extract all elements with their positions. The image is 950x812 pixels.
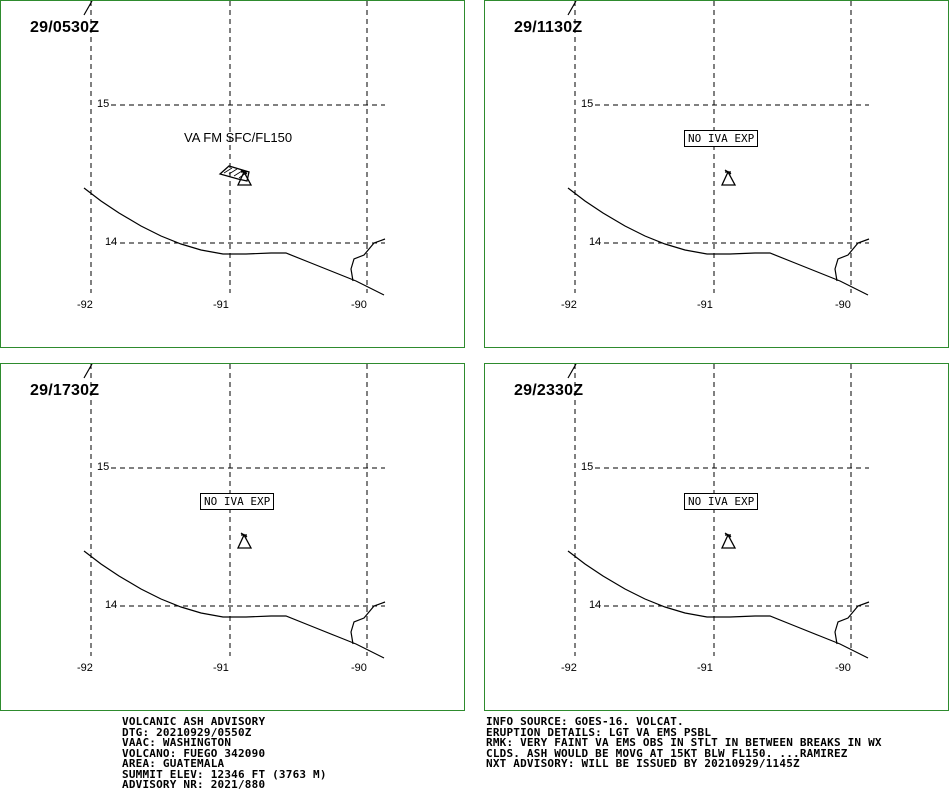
border-line <box>834 601 870 645</box>
panel-time-title: 29/0530Z <box>30 19 100 36</box>
latitude-label: 15 <box>581 98 594 110</box>
advisory-line: VOLCANO: FUEGO 342090 <box>122 746 266 760</box>
longitude-label: -91 <box>213 662 229 674</box>
latitude-label: 14 <box>105 599 118 611</box>
graticule <box>574 1 869 293</box>
latitude-label: 14 <box>105 236 118 248</box>
longitude-label: -92 <box>77 299 93 311</box>
ash-extent-label: VA FM SFC/FL150 <box>184 130 293 145</box>
advisory-block-left: VOLCANIC ASH ADVISORY DTG: 20210929/0550… <box>122 715 327 791</box>
coastline <box>567 550 869 659</box>
volcano-triangle-icon <box>236 169 253 186</box>
graticule <box>90 1 385 293</box>
map-canvas <box>83 364 386 659</box>
panel-time-title: 29/1130Z <box>514 19 583 36</box>
map-canvas <box>83 1 386 296</box>
advisory-line: ERUPTION DETAILS: LGT VA EMS PSBL <box>486 725 712 739</box>
longitude-label: -90 <box>835 662 851 674</box>
advisory-line: RMK: VERY FAINT VA EMS OBS IN STLT IN BE… <box>486 736 882 749</box>
map-panel: 29/2330Z 15 14 -92 -91 -90 NO IVA EXP <box>484 363 949 711</box>
longitude-label: -92 <box>561 299 577 311</box>
latitude-label: 15 <box>97 98 110 110</box>
map-canvas <box>567 1 870 296</box>
longitude-label: -92 <box>561 662 577 674</box>
map-canvas <box>567 364 870 659</box>
advisory-line: NXT ADVISORY: WILL BE ISSUED BY 20210929… <box>486 757 800 770</box>
advisory-line: CLDS. ASH WOULD BE MOVG AT 15KT BLW FL15… <box>486 746 848 760</box>
map-panel: 29/0530Z 15 14 -92 -91 -90 VA FM SFC/FL150 <box>0 0 465 348</box>
top-border-line <box>567 364 577 379</box>
graticule <box>90 364 385 656</box>
advisory-line: VAAC: WASHINGTON <box>122 736 232 749</box>
volcano-triangle-icon <box>720 169 737 186</box>
no-ash-expected-label: NO IVA EXP <box>684 493 759 510</box>
graticule <box>574 364 869 656</box>
coastline <box>83 187 385 296</box>
advisory-line: DTG: 20210929/0550Z <box>122 725 252 739</box>
panel-time-title: 29/1730Z <box>30 382 100 399</box>
latitude-label: 15 <box>97 461 110 473</box>
advisory-block-right: INFO SOURCE: GOES-16. VOLCAT. ERUPTION D… <box>486 715 882 770</box>
volcano-triangle-icon <box>236 532 253 549</box>
coastline <box>83 550 385 659</box>
advisory-line: VOLCANIC ASH ADVISORY <box>122 715 266 728</box>
longitude-label: -90 <box>351 662 367 674</box>
longitude-label: -91 <box>697 662 713 674</box>
map-panel: 29/1130Z 15 14 -92 -91 -90 NO IVA EXP <box>484 0 949 348</box>
map-panel: 29/1730Z 15 14 -92 -91 -90 NO IVA EXP <box>0 363 465 711</box>
longitude-label: -90 <box>835 299 851 311</box>
longitude-label: -90 <box>351 299 367 311</box>
top-border-line <box>83 364 93 379</box>
advisory-line: AREA: GUATEMALA <box>122 757 225 770</box>
panel-time-title: 29/2330Z <box>514 382 584 399</box>
ash-cloud-polygon <box>218 165 250 182</box>
longitude-label: -91 <box>213 299 229 311</box>
latitude-label: 14 <box>589 599 602 611</box>
no-ash-expected-label: NO IVA EXP <box>200 493 275 510</box>
volcano-triangle-icon <box>720 532 737 549</box>
coastline <box>567 187 869 296</box>
advisory-line: ADVISORY NR: 2021/880 <box>122 778 266 791</box>
latitude-label: 14 <box>589 236 602 248</box>
longitude-label: -92 <box>77 662 93 674</box>
border-line <box>350 601 386 645</box>
top-border-line <box>567 1 577 16</box>
latitude-label: 15 <box>581 461 594 473</box>
no-ash-expected-label: NO IVA EXP <box>684 130 759 147</box>
advisory-line: INFO SOURCE: GOES-16. VOLCAT. <box>486 715 684 728</box>
border-line <box>350 238 386 282</box>
border-line <box>834 238 870 282</box>
longitude-label: -91 <box>697 299 713 311</box>
top-border-line <box>83 1 93 16</box>
advisory-line: SUMMIT ELEV: 12346 FT (3763 M) <box>122 767 327 781</box>
